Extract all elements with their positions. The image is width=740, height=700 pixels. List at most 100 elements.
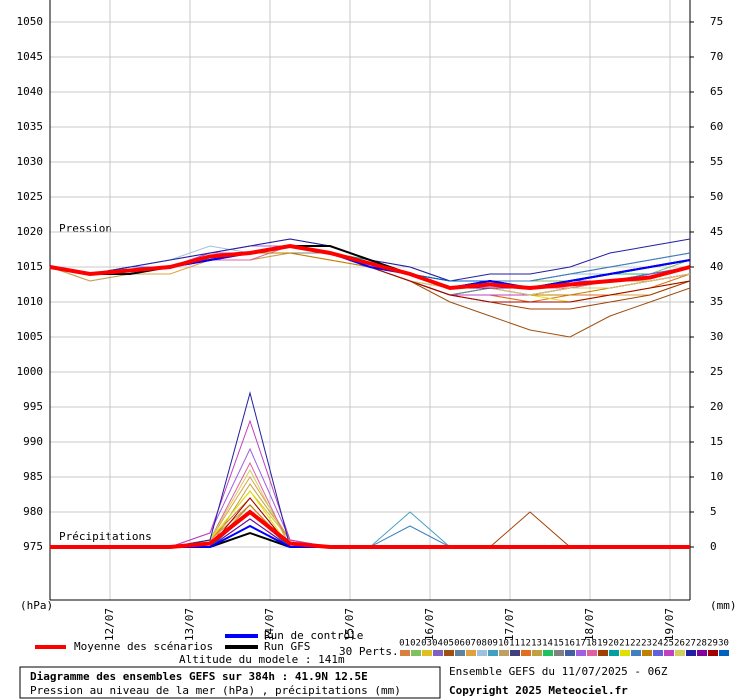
- box-title: Diagramme des ensembles GEFS sur 384h : …: [30, 670, 368, 683]
- legend-swatch: [477, 650, 487, 656]
- x-tick-label: 19/07: [663, 608, 676, 641]
- legend-swatch: [697, 650, 707, 656]
- y-tick-label: 1010: [17, 295, 44, 308]
- legend-label: 18: [586, 639, 597, 649]
- legend-swatch: [466, 650, 476, 656]
- y2-tick-label: 65: [710, 85, 723, 98]
- legend-label: 08: [476, 639, 487, 649]
- legend-swatch: [422, 650, 432, 656]
- y2-tick-label: 45: [710, 225, 723, 238]
- y-tick-label: 985: [23, 470, 43, 483]
- x-tick-label: 15/07: [343, 608, 356, 641]
- legend-label: 20: [608, 639, 619, 649]
- y2-tick-label: 75: [710, 15, 723, 28]
- copyright: Copyright 2025 Meteociel.fr: [449, 684, 628, 697]
- y-tick-label: 1050: [17, 15, 44, 28]
- y-tick-label: 1015: [17, 260, 44, 273]
- legend-swatch: [565, 650, 575, 656]
- legend-label: 11: [509, 639, 520, 649]
- legend-label: 02: [410, 639, 421, 649]
- y2-tick-label: 50: [710, 190, 723, 203]
- legend-swatch: [587, 650, 597, 656]
- y2-tick-label: 55: [710, 155, 723, 168]
- legend-label: 22: [630, 639, 641, 649]
- legend-label: 23: [641, 639, 652, 649]
- legend-label: 05: [443, 639, 454, 649]
- legend-label: 13: [531, 639, 542, 649]
- legend-label: 15: [553, 639, 564, 649]
- y-tick-label: 995: [23, 400, 43, 413]
- y2-tick-label: 25: [710, 365, 723, 378]
- legend-swatch: [488, 650, 498, 656]
- legend-label: 01: [399, 639, 410, 649]
- legend-label: Run GFS: [264, 640, 310, 653]
- altitude: Altitude du modele : 141m: [179, 653, 345, 666]
- legend-swatch: [576, 650, 586, 656]
- legend-swatch: [609, 650, 619, 656]
- legend-swatch: [719, 650, 729, 656]
- y-unit: (hPa): [20, 599, 53, 612]
- x-tick-label: 17/07: [503, 608, 516, 641]
- y2-tick-label: 40: [710, 260, 723, 273]
- y-tick-label: 1020: [17, 225, 44, 238]
- legend-swatch: [631, 650, 641, 656]
- box-subtitle: Pression au niveau de la mer (hPa) , pré…: [30, 684, 401, 697]
- legend-label: 26: [674, 639, 685, 649]
- legend-swatch: [598, 650, 608, 656]
- info-box: [19, 666, 441, 699]
- legend-swatch: [455, 650, 465, 656]
- legend-label: 29: [707, 639, 718, 649]
- legend-swatch: [499, 650, 509, 656]
- y2-tick-label: 30: [710, 330, 723, 343]
- legend-swatch: [653, 650, 663, 656]
- x-tick-label: 18/07: [583, 608, 596, 641]
- legend-label: 24: [652, 639, 663, 649]
- y-tick-label: 1045: [17, 50, 44, 63]
- x-tick-label: 16/07: [423, 608, 436, 641]
- precip-label: Précipitations: [59, 530, 152, 543]
- series-line: [50, 509, 690, 549]
- legend-label: Run de contrôle: [264, 629, 363, 642]
- run-info: Ensemble GEFS du 11/07/2025 - 06Z: [449, 665, 668, 678]
- y2-tick-label: 60: [710, 120, 723, 133]
- legend-label: 04: [432, 639, 443, 649]
- legend-swatch: [510, 650, 520, 656]
- legend-swatch: [543, 650, 553, 656]
- legend-swatch: [642, 650, 652, 656]
- legend-label: 12: [520, 639, 531, 649]
- y2-tick-label: 70: [710, 50, 723, 63]
- legend-label: 06: [454, 639, 465, 649]
- legend-swatch: [554, 650, 564, 656]
- series-line: [49, 243, 691, 291]
- legend-label: 27: [685, 639, 696, 649]
- y-tick-label: 990: [23, 435, 43, 448]
- legend-swatch: [675, 650, 685, 656]
- y2-tick-label: 35: [710, 295, 723, 308]
- y2-tick-label: 0: [710, 540, 717, 553]
- legend-swatch: [400, 650, 410, 656]
- y2-tick-label: 15: [710, 435, 723, 448]
- legend-label: 10: [498, 639, 509, 649]
- legend-swatch: [532, 650, 542, 656]
- y-tick-label: 1000: [17, 365, 44, 378]
- legend-label: 17: [575, 639, 586, 649]
- pressure-label: Pression: [59, 222, 112, 235]
- y-tick-label: 1035: [17, 120, 44, 133]
- legend-label: 28: [696, 639, 707, 649]
- y2-unit: (mm): [710, 599, 737, 612]
- y-tick-label: 1005: [17, 330, 44, 343]
- legend-label: 14: [542, 639, 553, 649]
- y-tick-label: 975: [23, 540, 43, 553]
- y-tick-label: 1025: [17, 190, 44, 203]
- legend-swatch: [664, 650, 674, 656]
- legend-label: 07: [465, 639, 476, 649]
- y2-tick-label: 20: [710, 400, 723, 413]
- x-tick-label: 13/07: [183, 608, 196, 641]
- perts-label: 30 Perts.: [339, 645, 399, 658]
- legend-swatch: [708, 650, 718, 656]
- legend-label: 25: [663, 639, 674, 649]
- legend-swatch: [411, 650, 421, 656]
- legend-label: 03: [421, 639, 432, 649]
